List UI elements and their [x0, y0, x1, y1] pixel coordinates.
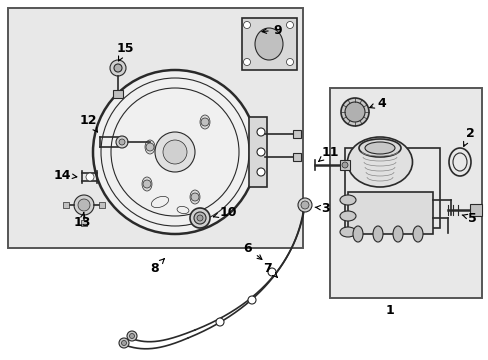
- Circle shape: [286, 58, 293, 66]
- Ellipse shape: [352, 226, 362, 242]
- Circle shape: [146, 143, 154, 151]
- Circle shape: [190, 208, 209, 228]
- Circle shape: [286, 22, 293, 28]
- Text: 4: 4: [369, 96, 386, 109]
- Circle shape: [116, 136, 128, 148]
- Bar: [339, 160, 349, 170]
- Circle shape: [340, 98, 368, 126]
- Ellipse shape: [254, 28, 283, 60]
- Ellipse shape: [339, 195, 355, 205]
- Circle shape: [163, 140, 186, 164]
- Ellipse shape: [358, 139, 400, 157]
- Text: 8: 8: [150, 259, 164, 274]
- Ellipse shape: [200, 115, 209, 129]
- Text: 9: 9: [262, 23, 282, 36]
- Circle shape: [243, 58, 250, 66]
- Text: 13: 13: [73, 213, 90, 229]
- Bar: [248, 117, 266, 187]
- Circle shape: [257, 148, 264, 156]
- Ellipse shape: [145, 140, 155, 154]
- Circle shape: [194, 212, 205, 224]
- Circle shape: [301, 201, 308, 209]
- Bar: [329, 88, 481, 298]
- Ellipse shape: [339, 227, 355, 237]
- Text: 14: 14: [53, 168, 77, 181]
- Ellipse shape: [412, 226, 422, 242]
- Text: 11: 11: [318, 145, 338, 161]
- Text: 1: 1: [385, 303, 393, 316]
- Circle shape: [119, 139, 125, 145]
- Circle shape: [345, 102, 364, 122]
- Bar: [63, 202, 69, 208]
- Circle shape: [86, 173, 94, 181]
- Circle shape: [341, 162, 347, 168]
- Bar: [469, 204, 481, 216]
- Ellipse shape: [142, 177, 152, 191]
- Circle shape: [201, 118, 208, 126]
- Circle shape: [197, 215, 203, 221]
- Bar: [292, 153, 301, 161]
- Ellipse shape: [392, 226, 402, 242]
- Circle shape: [119, 338, 129, 348]
- Circle shape: [243, 22, 250, 28]
- Circle shape: [127, 331, 137, 341]
- Circle shape: [78, 199, 90, 211]
- Circle shape: [155, 132, 195, 172]
- Text: 12: 12: [79, 113, 97, 132]
- Circle shape: [93, 70, 257, 234]
- Bar: [99, 202, 105, 208]
- Circle shape: [129, 333, 134, 338]
- Circle shape: [257, 128, 264, 136]
- Ellipse shape: [190, 190, 200, 204]
- Bar: [292, 130, 301, 138]
- Circle shape: [257, 168, 264, 176]
- Bar: [8, 8, 303, 248]
- Circle shape: [267, 268, 275, 276]
- Circle shape: [297, 198, 311, 212]
- Ellipse shape: [347, 137, 412, 187]
- Bar: [345, 148, 439, 228]
- Text: 2: 2: [463, 126, 473, 147]
- Ellipse shape: [339, 211, 355, 221]
- Text: 10: 10: [213, 206, 236, 219]
- Circle shape: [121, 341, 126, 346]
- Circle shape: [216, 318, 224, 326]
- Bar: [347, 192, 432, 234]
- Ellipse shape: [372, 226, 382, 242]
- Text: 5: 5: [461, 212, 475, 225]
- Text: 3: 3: [314, 202, 328, 215]
- Circle shape: [110, 60, 126, 76]
- Text: 15: 15: [116, 41, 134, 61]
- Bar: [242, 18, 296, 70]
- Circle shape: [247, 296, 256, 304]
- Circle shape: [74, 195, 94, 215]
- Circle shape: [142, 180, 151, 188]
- Text: 7: 7: [263, 261, 277, 277]
- Text: 6: 6: [243, 242, 262, 260]
- Bar: [113, 90, 123, 98]
- Circle shape: [114, 64, 122, 72]
- Ellipse shape: [364, 142, 394, 154]
- Bar: [81, 220, 87, 226]
- Circle shape: [191, 193, 199, 201]
